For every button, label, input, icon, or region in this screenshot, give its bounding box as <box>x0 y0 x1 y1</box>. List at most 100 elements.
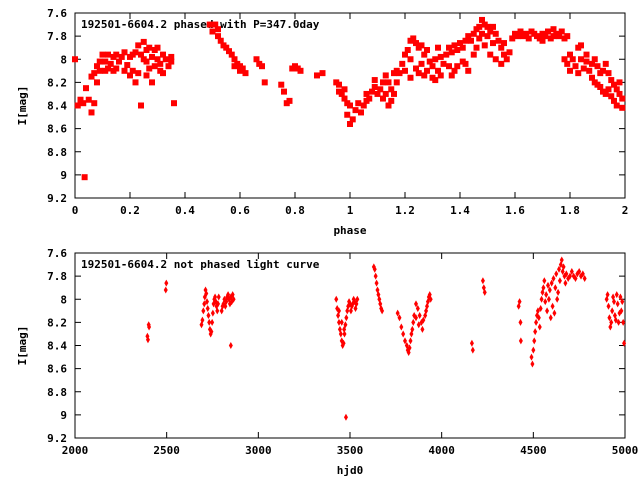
data-point <box>509 35 516 42</box>
y-tick-label: 9.2 <box>47 432 67 445</box>
data-point <box>514 33 521 40</box>
y-tick-label: 8 <box>60 293 67 306</box>
data-point <box>415 70 422 77</box>
data-point <box>612 298 616 306</box>
data-point <box>414 314 418 322</box>
data-point <box>550 302 555 310</box>
data-point <box>575 70 582 77</box>
data-point <box>146 65 153 72</box>
data-point <box>578 56 584 63</box>
data-point <box>105 51 111 58</box>
data-point <box>168 58 175 65</box>
y-axis-label: I[mag] <box>16 86 29 126</box>
data-point <box>118 53 125 60</box>
data-point <box>210 318 215 326</box>
x-tick-label: 1.2 <box>395 204 415 217</box>
data-point <box>556 33 562 40</box>
data-point <box>546 295 551 303</box>
data-point <box>149 79 155 86</box>
data-point <box>555 295 560 303</box>
data-point <box>490 23 496 30</box>
data-point <box>206 21 213 28</box>
data-point <box>341 339 346 347</box>
data-point <box>578 42 584 49</box>
data-point <box>424 47 430 53</box>
data-point <box>613 86 620 93</box>
data-point <box>388 97 395 104</box>
data-point <box>525 35 532 42</box>
data-point <box>541 284 546 292</box>
data-point <box>564 60 571 67</box>
data-point <box>484 33 491 40</box>
data-point <box>102 58 109 65</box>
data-point <box>531 346 536 354</box>
data-point <box>380 95 386 102</box>
data-point <box>435 44 441 51</box>
x-tick-label: 0 <box>72 204 79 217</box>
data-point <box>77 96 84 103</box>
data-point <box>605 86 612 93</box>
data-point <box>589 60 595 67</box>
data-point <box>369 88 375 95</box>
unphased-light-curve-panel: 2000 2500 3000 3500 4000 4500 5000 7.6 7.8 8 8.2 8.… <box>16 247 638 477</box>
chart-title: 192501-6604.2 phased with P=347.0day <box>81 18 320 31</box>
data-point <box>557 265 561 273</box>
data-point <box>605 291 610 299</box>
data-point <box>395 309 400 317</box>
data-point <box>613 316 618 324</box>
data-point <box>544 291 549 299</box>
data-point <box>616 318 621 326</box>
data-point <box>542 33 549 40</box>
data-point <box>615 300 620 308</box>
data-point <box>418 60 425 67</box>
data-point <box>535 307 540 315</box>
data-point <box>459 58 466 65</box>
data-point <box>80 100 87 107</box>
data-point <box>469 339 474 347</box>
y-tick-label: 8.6 <box>47 363 67 376</box>
data-point <box>440 60 447 67</box>
data-point <box>385 79 392 86</box>
data-point <box>124 62 131 69</box>
data-point <box>569 268 574 275</box>
data-point <box>432 77 439 84</box>
data-point <box>261 79 268 86</box>
data-point <box>338 90 345 97</box>
data-point <box>81 174 88 181</box>
data-point <box>561 56 568 63</box>
data-point <box>94 79 100 86</box>
data-point <box>337 307 341 315</box>
y-tick-label: 9.2 <box>47 192 67 205</box>
x-tick-label: 4000 <box>428 444 455 457</box>
data-point <box>465 33 472 40</box>
data-point <box>457 40 463 47</box>
data-point <box>609 318 614 326</box>
data-point <box>473 44 480 51</box>
data-point <box>561 263 566 271</box>
x-tick-label: 1.8 <box>560 204 580 217</box>
data-point <box>582 274 587 282</box>
data-point <box>215 33 221 40</box>
data-point <box>532 337 537 345</box>
data-series <box>72 16 626 181</box>
data-point <box>374 90 381 97</box>
data-point <box>382 72 389 79</box>
data-point <box>401 330 406 338</box>
data-point <box>200 316 205 324</box>
data-point <box>451 42 458 49</box>
data-point <box>164 279 169 287</box>
data-point <box>498 44 505 51</box>
data-point <box>547 286 552 294</box>
data-point <box>517 298 522 306</box>
data-point <box>209 28 216 35</box>
data-point <box>550 26 557 33</box>
data-point <box>366 95 373 102</box>
data-point <box>107 60 114 67</box>
data-point <box>91 70 98 77</box>
data-point <box>404 47 411 53</box>
data-point <box>231 63 238 70</box>
data-point <box>342 330 347 338</box>
data-point <box>371 77 378 84</box>
data-point <box>403 337 407 345</box>
